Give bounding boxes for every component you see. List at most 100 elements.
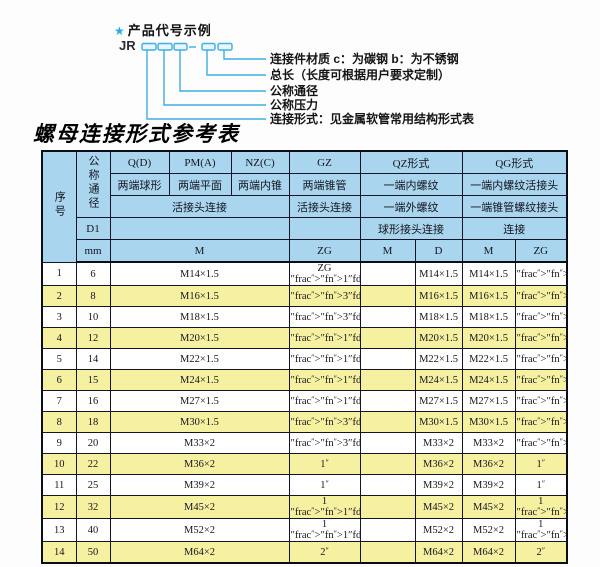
header-unit: mm <box>75 239 111 263</box>
cell-dn: 22 <box>75 453 111 475</box>
header-group-nz: NZ(C) <box>230 150 290 174</box>
header-empty-qpmnz <box>109 217 290 240</box>
cell-dn: 14 <box>75 348 111 370</box>
code-prefix: JR <box>119 38 136 53</box>
table-row: 615M24×1.5″frac″>″fn″>1″fd″>2″M24×1.5M24… <box>41 369 568 391</box>
code-box-4 <box>201 42 216 51</box>
table-row: 818M30×1.5″frac″>″fn″>3″fd″>4″M30×1.5M30… <box>41 411 568 433</box>
cell-qz-d: M36×2 <box>414 453 463 475</box>
cell-m: M36×2 <box>109 453 290 475</box>
cell-qg-m: M33×2 <box>461 432 516 454</box>
header-thread-zg: ZG <box>288 239 361 263</box>
table-row: 28M16×1.5″frac″>″fn″>3″fd″>8″M16×1.5M16×… <box>41 285 568 307</box>
table-row: 14 50 M64×2 2″ M64×2 M64×2 2″ <box>41 541 568 564</box>
header-seq: 序号 <box>41 150 77 263</box>
cell-dn: 15 <box>75 369 111 391</box>
cell-dn: 40 <box>75 518 111 542</box>
cell-qz-m <box>359 495 416 519</box>
cell-gz: ″frac″>″fn″>1″fd″>2″ <box>288 348 361 370</box>
cell-gz: ″frac″>″fn″>3″fd″>8″ <box>288 285 361 307</box>
header-conn-qpmnz: 活接头连接 <box>109 195 290 218</box>
cell-seq: 12 <box>41 495 77 519</box>
cell-qz-m <box>359 411 416 433</box>
header-d1: D1 <box>75 217 111 240</box>
cell-seq: 11 <box>41 474 77 496</box>
cell-qz-d: M39×2 <box>414 474 463 496</box>
connector-line-2 <box>163 50 266 106</box>
header-seq-label: 序号 <box>53 191 66 220</box>
header-thread-qg-m: M <box>461 239 516 263</box>
cell-qz-d: M45×2 <box>414 495 463 519</box>
connector-line-4 <box>206 50 266 76</box>
header-desc-gz: 两端锥管 <box>288 173 361 196</box>
table-row: 716M27×1.5″frac″>″fn″>1″fd″>2″M27×1.5M27… <box>41 390 568 412</box>
cell-dn: 32 <box>75 495 111 519</box>
cell-m: M30×1.5 <box>109 411 290 433</box>
header-conn2-qz: 球形接头连接 <box>359 217 463 240</box>
header-conn-gz: 活接头连接 <box>288 195 361 218</box>
cell-qg-m: M52×2 <box>461 518 516 542</box>
cell-qg-zg: 2″ <box>514 541 568 564</box>
cell-gz: ″frac″>″fn″>1″fd″>2″ <box>288 327 361 349</box>
cell-m: M39×2 <box>109 474 290 496</box>
cell-qg-zg: ″frac″>″fn″>3″fd″>4″ <box>514 411 568 433</box>
cell-seq: 3 <box>41 306 77 328</box>
table-row: 920M33×2″frac″>″fn″>3″fd″>4″M33×2M33×2″f… <box>41 432 568 454</box>
cell-qz-d: M20×1.5 <box>414 327 463 349</box>
cell-m: M22×1.5 <box>109 348 290 370</box>
table-row: 412M20×1.5″frac″>″fn″>1″fd″>2″M20×1.5M20… <box>41 327 568 349</box>
cell-qz-m <box>359 474 416 496</box>
cell-m: M33×2 <box>109 432 290 454</box>
cell-m: M14×1.5 <box>109 261 290 286</box>
cell-m: M27×1.5 <box>109 390 290 412</box>
cell-m: M64×2 <box>109 541 290 564</box>
header-desc-q: 两端球形 <box>109 173 170 196</box>
cell-qz-m <box>359 432 416 454</box>
cell-dn: 16 <box>75 390 111 412</box>
diagram-label-connection: 连接形式：见金属软管常用结构形式表 <box>270 112 475 126</box>
header-desc-nz: 两端内锥 <box>230 173 290 196</box>
cell-qg-m: M14×1.5 <box>461 261 516 286</box>
cell-gz: 1″ <box>288 453 361 475</box>
cell-qg-m: M30×1.5 <box>461 411 516 433</box>
header-dn-label: 公称通径 <box>87 155 100 211</box>
header-thread-qg-zg: ZG <box>514 239 568 263</box>
cell-qz-m <box>359 369 416 391</box>
cell-gz: ″frac″>″fn″>1″fd″>2″ <box>288 369 361 391</box>
cell-qg-m: M27×1.5 <box>461 390 516 412</box>
code-box-5 <box>217 42 233 51</box>
cell-qg-zg: ″frac″>″fn″>1″fd″>2″ <box>514 369 568 391</box>
cell-dn: 18 <box>75 411 111 433</box>
cell-dn: 25 <box>75 474 111 496</box>
cell-seq: 9 <box>41 432 77 454</box>
product-code-diagram <box>141 42 266 120</box>
diagram-label-diameter: 公称通径 <box>270 84 319 98</box>
cell-qg-zg: ″frac″>″fn″>3″fd″>4″ <box>514 432 568 454</box>
cell-qg-m: M45×2 <box>461 495 516 519</box>
cell-qz-m <box>359 261 416 286</box>
diagram-label-material: 连接件材质 c：为碳钢 b：为不锈钢 <box>270 52 459 66</box>
cell-qz-d: M24×1.5 <box>414 369 463 391</box>
code-box-2 <box>157 42 173 51</box>
cell-qz-d: M14×1.5 <box>414 261 463 286</box>
cell-qz-d: M33×2 <box>414 432 463 454</box>
cell-m: M20×1.5 <box>109 327 290 349</box>
cell-gz: ″frac″>″fn″>3″fd″>4″ <box>288 411 361 433</box>
cell-gz: ″frac″>″fn″>1″fd″>2″ <box>288 390 361 412</box>
header-desc-qg: 一端内螺纹活接头 <box>461 173 568 196</box>
cell-seq: 13 <box>41 518 77 542</box>
cell-qg-zg: ″frac″>″fn″>3″fd″>8″ <box>514 285 568 307</box>
cell-seq: 4 <box>41 327 77 349</box>
cell-seq: 2 <box>41 285 77 307</box>
diagram-label-length: 总长（长度可根据用户要求定制） <box>270 68 451 82</box>
cell-seq: 6 <box>41 369 77 391</box>
cell-qg-zg: 1″ <box>514 453 568 475</box>
code-box-1 <box>141 42 157 51</box>
cell-qz-m <box>359 453 416 475</box>
table-title: 螺母连接形式参考表 <box>33 121 240 146</box>
cell-qg-m: M39×2 <box>461 474 516 496</box>
cell-qg-m: M20×1.5 <box>461 327 516 349</box>
